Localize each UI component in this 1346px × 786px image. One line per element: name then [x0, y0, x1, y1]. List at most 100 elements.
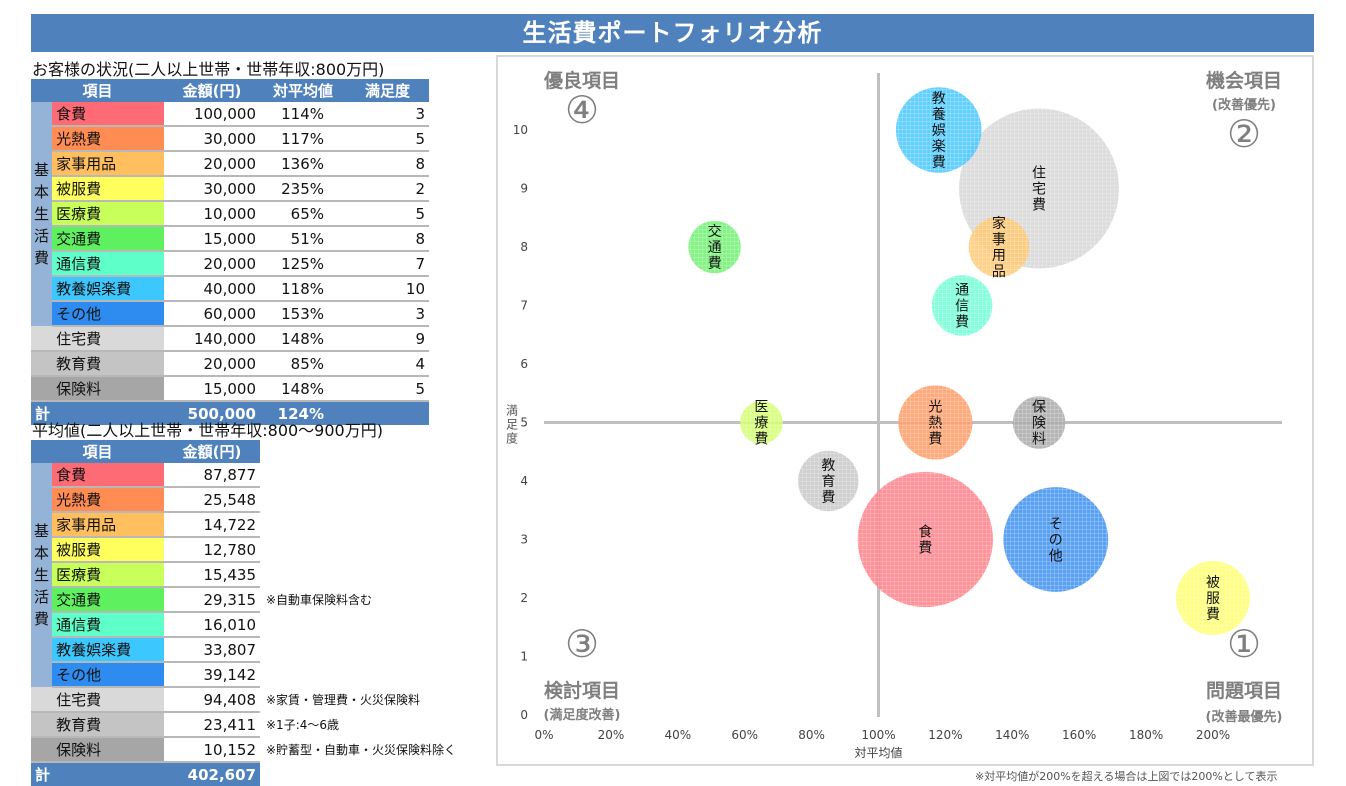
- quadrant-number-top-right: ②: [1227, 112, 1261, 156]
- note-cell: [260, 637, 488, 662]
- total-row: 計 402,607: [31, 762, 488, 786]
- bubble-被服費: 被服費: [1175, 560, 1251, 636]
- bubble-教養娯楽費: 教養娯楽費: [895, 87, 982, 173]
- bubble-label: 用: [992, 248, 1006, 264]
- bubble-label: 料: [1032, 432, 1046, 448]
- quadrant-subtitle-bottom-left: (満足度改善): [544, 707, 621, 723]
- bubble-label: 他: [1049, 549, 1063, 565]
- category-name: 交通費: [52, 226, 164, 252]
- bubble-texture: [931, 275, 993, 336]
- y-tick-label: 2: [520, 591, 528, 605]
- bubble-label: 服: [1206, 591, 1220, 607]
- quadrant-title-bottom-right: 問題項目: [1206, 680, 1282, 702]
- amount-cell: 12,780: [164, 537, 260, 563]
- ratio-cell: 118%: [260, 276, 346, 302]
- total-amount: 402,607: [164, 762, 260, 786]
- amount-cell: 140,000: [164, 326, 260, 352]
- customer-section-title: お客様の状況(二人以上世帯・世帯年収:800万円): [32, 60, 385, 79]
- x-tick-label: 60%: [731, 728, 758, 742]
- y-tick-label: 5: [520, 416, 528, 430]
- bubble-label: 費: [754, 432, 768, 448]
- category-name: 被服費: [52, 537, 164, 563]
- category-name: 光熱費: [52, 487, 164, 513]
- bubble-label: 楽: [932, 139, 946, 155]
- bubble-label: そ: [1049, 517, 1063, 533]
- bubble-label: 通: [955, 283, 969, 299]
- table-row: 被服費 12,780: [31, 537, 488, 563]
- bubble-label: 教: [821, 458, 835, 474]
- category-name: 保険料: [52, 737, 164, 763]
- amount-cell: 94,408: [164, 687, 260, 713]
- average-section-title: 平均値(二人以上世帯・世帯年収:800〜900万円): [32, 421, 383, 440]
- table-row: 住宅費 140,000 148% 9: [31, 326, 429, 352]
- bubble-label: 費: [955, 315, 969, 331]
- amount-cell: 15,000: [164, 226, 260, 252]
- bubble-label: 娯: [932, 123, 946, 139]
- satisfaction-cell: 2: [346, 176, 429, 202]
- amount-cell: 100,000: [164, 102, 260, 127]
- category-name: 通信費: [52, 251, 164, 277]
- amount-cell: 16,010: [164, 612, 260, 638]
- table-row: その他 39,142: [31, 662, 488, 688]
- header-amount: 金額(円): [164, 79, 260, 102]
- table-row: 光熱費 30,000 117% 5: [31, 126, 429, 152]
- table-row: 住宅費 94,408 ※家賃・管理費・火災保険料: [31, 687, 488, 713]
- group-label-basic-living: 基 本 生 活 費: [31, 463, 53, 687]
- bubble-label: 費: [932, 155, 946, 171]
- y-tick-label: 3: [520, 533, 528, 547]
- bubble-label: 費: [918, 541, 932, 557]
- table-row: 家事用品 20,000 136% 8: [31, 151, 429, 177]
- note-cell: [260, 487, 488, 512]
- quadrant-title-top-right: 機会項目: [1206, 69, 1282, 92]
- amount-cell: 10,152: [164, 737, 260, 763]
- ratio-cell: 148%: [260, 376, 346, 402]
- total-note-empty: [260, 762, 488, 786]
- bubble-label: 育: [821, 474, 835, 490]
- y-tick-label: 8: [520, 240, 528, 254]
- bubble-label: 療: [754, 415, 768, 432]
- category-name: 光熱費: [52, 126, 164, 152]
- bubble-label: 費: [708, 256, 722, 272]
- satisfaction-cell: 7: [346, 251, 429, 277]
- amount-cell: 23,411: [164, 712, 260, 738]
- category-name: 教育費: [52, 351, 164, 377]
- bubble-label: 教: [932, 91, 946, 107]
- table-row: 教養娯楽費 40,000 118% 10: [31, 276, 429, 302]
- ratio-cell: 85%: [260, 351, 346, 377]
- bubble-label: 費: [1206, 607, 1220, 623]
- customer-table-header: 項目 金額(円) 対平均値 満足度: [31, 79, 429, 102]
- bubble-label: 費: [821, 490, 835, 506]
- amount-cell: 15,000: [164, 376, 260, 402]
- ratio-cell: 117%: [260, 126, 346, 152]
- note-cell: [260, 562, 488, 587]
- quadrant-number-bottom-left: ③: [565, 622, 599, 666]
- bubble-家事用品: 家事用品: [968, 215, 1030, 280]
- satisfaction-cell: 9: [346, 326, 429, 352]
- x-tick-label: 40%: [664, 728, 691, 742]
- bubble-label: 食: [918, 524, 932, 541]
- quadrant-subtitle-top-right: (改善優先): [1212, 97, 1276, 113]
- total-satisfaction-empty: [346, 401, 429, 425]
- total-ratio: 124%: [260, 401, 346, 425]
- category-name: 医療費: [52, 562, 164, 588]
- average-table-header: 項目 金額(円): [31, 440, 488, 463]
- satisfaction-cell: 5: [346, 201, 429, 227]
- bubble-chart: 0% 20% 40% 60% 80% 100% 120% 140% 160% 180% 200% 0 1…: [506, 69, 1282, 760]
- bubble-texture: [740, 401, 783, 444]
- note-cell: [260, 612, 488, 637]
- category-side-cell: [31, 376, 53, 402]
- category-name: 保険料: [52, 376, 164, 402]
- category-name: 食費: [52, 463, 164, 488]
- category-name: 医療費: [52, 201, 164, 227]
- bubble-医療費: 医療費: [740, 400, 783, 448]
- average-table: 項目 金額(円) 基 本 生 活 費食費 87,877 光熱費 25,548 家事用品 1…: [31, 440, 488, 786]
- x-tick-label: 20%: [598, 728, 625, 742]
- table-row: 教育費 23,411 ※1子:4〜6歳: [31, 712, 488, 738]
- satisfaction-cell: 5: [346, 376, 429, 402]
- bubble-texture: [968, 216, 1030, 278]
- bubble-texture: [895, 87, 982, 173]
- total-label: 計: [31, 762, 164, 786]
- bubble-label: 宅: [1032, 182, 1046, 198]
- y-axis-label: 足: [506, 418, 518, 432]
- bubble-label: 信: [955, 299, 969, 315]
